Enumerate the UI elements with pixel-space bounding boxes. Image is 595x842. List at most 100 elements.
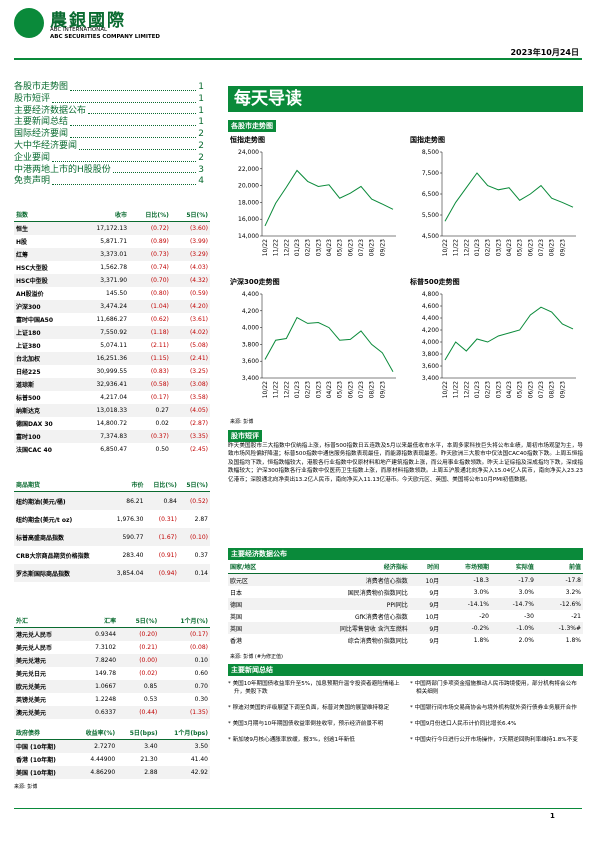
y-tick-label: 22,000 [238, 166, 259, 173]
cell: 7.8240 [78, 654, 119, 667]
cell: 3.40 [117, 739, 160, 753]
toc-title: 股市短评 [14, 93, 51, 104]
row: 纽约期金(美元/t oz) 1,976.30 (0.31) 2.87 [14, 510, 210, 528]
cell: 纽约期金(美元/t oz) [16, 516, 73, 524]
cell: 0.10 [159, 654, 210, 667]
cell: 英镑兑美元 [16, 697, 47, 704]
toc-page: 1 [198, 105, 204, 116]
cell: 综合消费物价指数同比 [347, 637, 408, 645]
row: 香港 (10年期) 4.44900 21.30 41.40 [14, 753, 210, 766]
cell: -14.1% [441, 598, 491, 610]
cell: 美元兑人民币 [16, 645, 53, 652]
x-tick-label: 10/22 [262, 381, 269, 398]
toc: 各股市走势图 1 股市短评 1 主要经济数据公布 1 主要新闻总结 1 国际经济要闻 2 大中华经济… [14, 82, 204, 188]
y-tick-label: 24,000 [238, 149, 259, 156]
cell: H股 [16, 239, 28, 246]
header-cell: 时间 [409, 560, 442, 574]
cell: 3,373.01 [76, 248, 130, 261]
cell: 4.86290 [72, 766, 118, 779]
toc-item: 国际经济要闻 2 [14, 129, 204, 141]
cell: 2.88 [117, 766, 160, 779]
row: 富时中国A50 11,686.27 (0.62) (3.61) [14, 313, 210, 326]
toc-dots [79, 141, 197, 150]
cell: 法国CAC 40 [16, 447, 52, 454]
header-cell: 5日(%) [118, 614, 160, 628]
cell: 美国 (10年期) [14, 766, 73, 779]
cell: 罗杰斯国际商品指数 [14, 564, 109, 582]
x-tick-label: 09/23 [559, 381, 566, 398]
cell: 5,871.71 [100, 238, 128, 245]
row: 英国 GfK消费者信心指数 10月 -20 -30 -21 [228, 610, 583, 622]
y-tick-label: 18,000 [238, 199, 259, 206]
header-row: 政府债券 收益率(%) 5日(bps) 1个月(bps) [14, 726, 210, 740]
news-item: * 中国银行间市场交易商协会与境外机构就外资行债券业务展开合作 [410, 705, 577, 711]
row: 沪深300 3,474.24 (1.04) (4.20) [14, 300, 210, 313]
row: 德国DAX 30 14,800.72 0.02 (2.87) [14, 417, 210, 430]
cell: 30,999.55 [96, 368, 128, 375]
cell: (4.03) [189, 264, 208, 271]
x-tick-label: 12/22 [283, 239, 290, 256]
cell: 1,976.30 [116, 515, 144, 523]
header-cell: 收市 [76, 208, 130, 222]
x-tick-label: 11/22 [453, 381, 460, 398]
row: 法国CAC 40 6,850.47 0.50 (2.45) [14, 443, 210, 456]
cell: 0.02 [155, 420, 169, 427]
x-tick-label: 05/23 [517, 381, 524, 398]
row: 日经225 30,999.55 (0.83) (3.25) [14, 365, 210, 378]
toc-page: 1 [198, 93, 204, 104]
x-tick-label: 04/23 [506, 381, 513, 398]
news-right: * 中国两部门多项资金措施推动人民币跨境使用，部分机构将会公布相关细则 * 中国银… [410, 680, 582, 752]
y-tick-label: 4,400 [422, 315, 439, 322]
toc-title: 大中华经济要闻 [14, 140, 78, 151]
cell: (2.87) [189, 420, 208, 427]
commodity-table: 商品期货 市价 日比(%) 5日(%) 纽约期油(美元/桶) 86.21 0.84 (0.52… [14, 478, 210, 582]
cell: (5.08) [189, 342, 208, 349]
cell: 16,251.36 [76, 352, 130, 365]
toc-dots [70, 129, 197, 138]
table: 政府债券 收益率(%) 5日(bps) 1个月(bps) 中国 (10年期) 2.7270… [14, 726, 210, 779]
row: 美元兑港元 7.8240 (0.00) 0.10 [14, 654, 210, 667]
cell: (1.15) [129, 352, 171, 365]
x-tick-label: 04/23 [326, 381, 333, 398]
cell: -1.3%# [535, 622, 583, 634]
x-tick-label: 12/22 [463, 239, 470, 256]
cell: 3.0% [518, 588, 534, 596]
table: 外汇 汇率 5日(%) 1个月(%) 港元兑人民币 0.9344 (0.20) (0.17) 美… [14, 614, 210, 719]
chart-title: 恒指走势图 [229, 135, 265, 144]
cell: (0.74) [150, 264, 169, 271]
cell: 9月 [429, 637, 440, 645]
header-cell: 收益率(%) [72, 726, 118, 740]
cell: 0.53 [143, 696, 158, 703]
row: 美元兑人民币 7.3102 (0.21) (0.08) [14, 641, 210, 654]
row: 纳斯达克 13,018.33 0.27 (4.05) [14, 404, 210, 417]
cell: 0.84 [145, 491, 179, 510]
toc-dots [70, 117, 197, 127]
rule [14, 58, 582, 60]
cell: 港元兑人民币 [14, 627, 79, 641]
cell: (0.31) [158, 515, 177, 523]
cell: 德国 [228, 598, 282, 610]
news-item: * 美国10年期国债收益率升至5%，加息预期升温令投资者避险情绪上升，美股下跌 [228, 681, 400, 695]
cell: 0.14 [178, 564, 210, 582]
x-tick-label: 02/23 [485, 381, 492, 398]
header-cell: 1个月(bps) [159, 726, 210, 740]
cell: (0.08) [189, 644, 208, 651]
row: 红筹 3,373.01 (0.73) (3.29) [14, 248, 210, 261]
y-tick-label: 4,800 [422, 291, 439, 298]
row: 香港 综合消费物价指数同比 9月 1.8% 2.0% 1.8% [228, 634, 583, 646]
toc-page: 2 [198, 152, 204, 163]
company-en: ABC SECURITIES COMPANY LIMITED [50, 34, 160, 40]
x-tick-label: 08/23 [369, 381, 376, 398]
cell: (0.21) [139, 644, 158, 651]
cell: (3.35) [170, 430, 210, 443]
x-tick-label: 12/22 [283, 381, 290, 398]
news-text: 中国央行今日进行公开市场操作，7天期逆回购利率维持1.8%不变 [414, 737, 578, 743]
cell: 0.27 [129, 404, 171, 417]
cell: 7,550.92 [76, 326, 130, 339]
y-tick-label: 4,200 [422, 327, 439, 334]
cell: GfK消费者信心指数 [355, 613, 408, 621]
cell: 英国 [230, 613, 243, 621]
cell: (0.10) [178, 528, 210, 546]
fx-table: 外汇 汇率 5日(%) 1个月(%) 港元兑人民币 0.9344 (0.20) (0.17) 美… [14, 614, 210, 719]
